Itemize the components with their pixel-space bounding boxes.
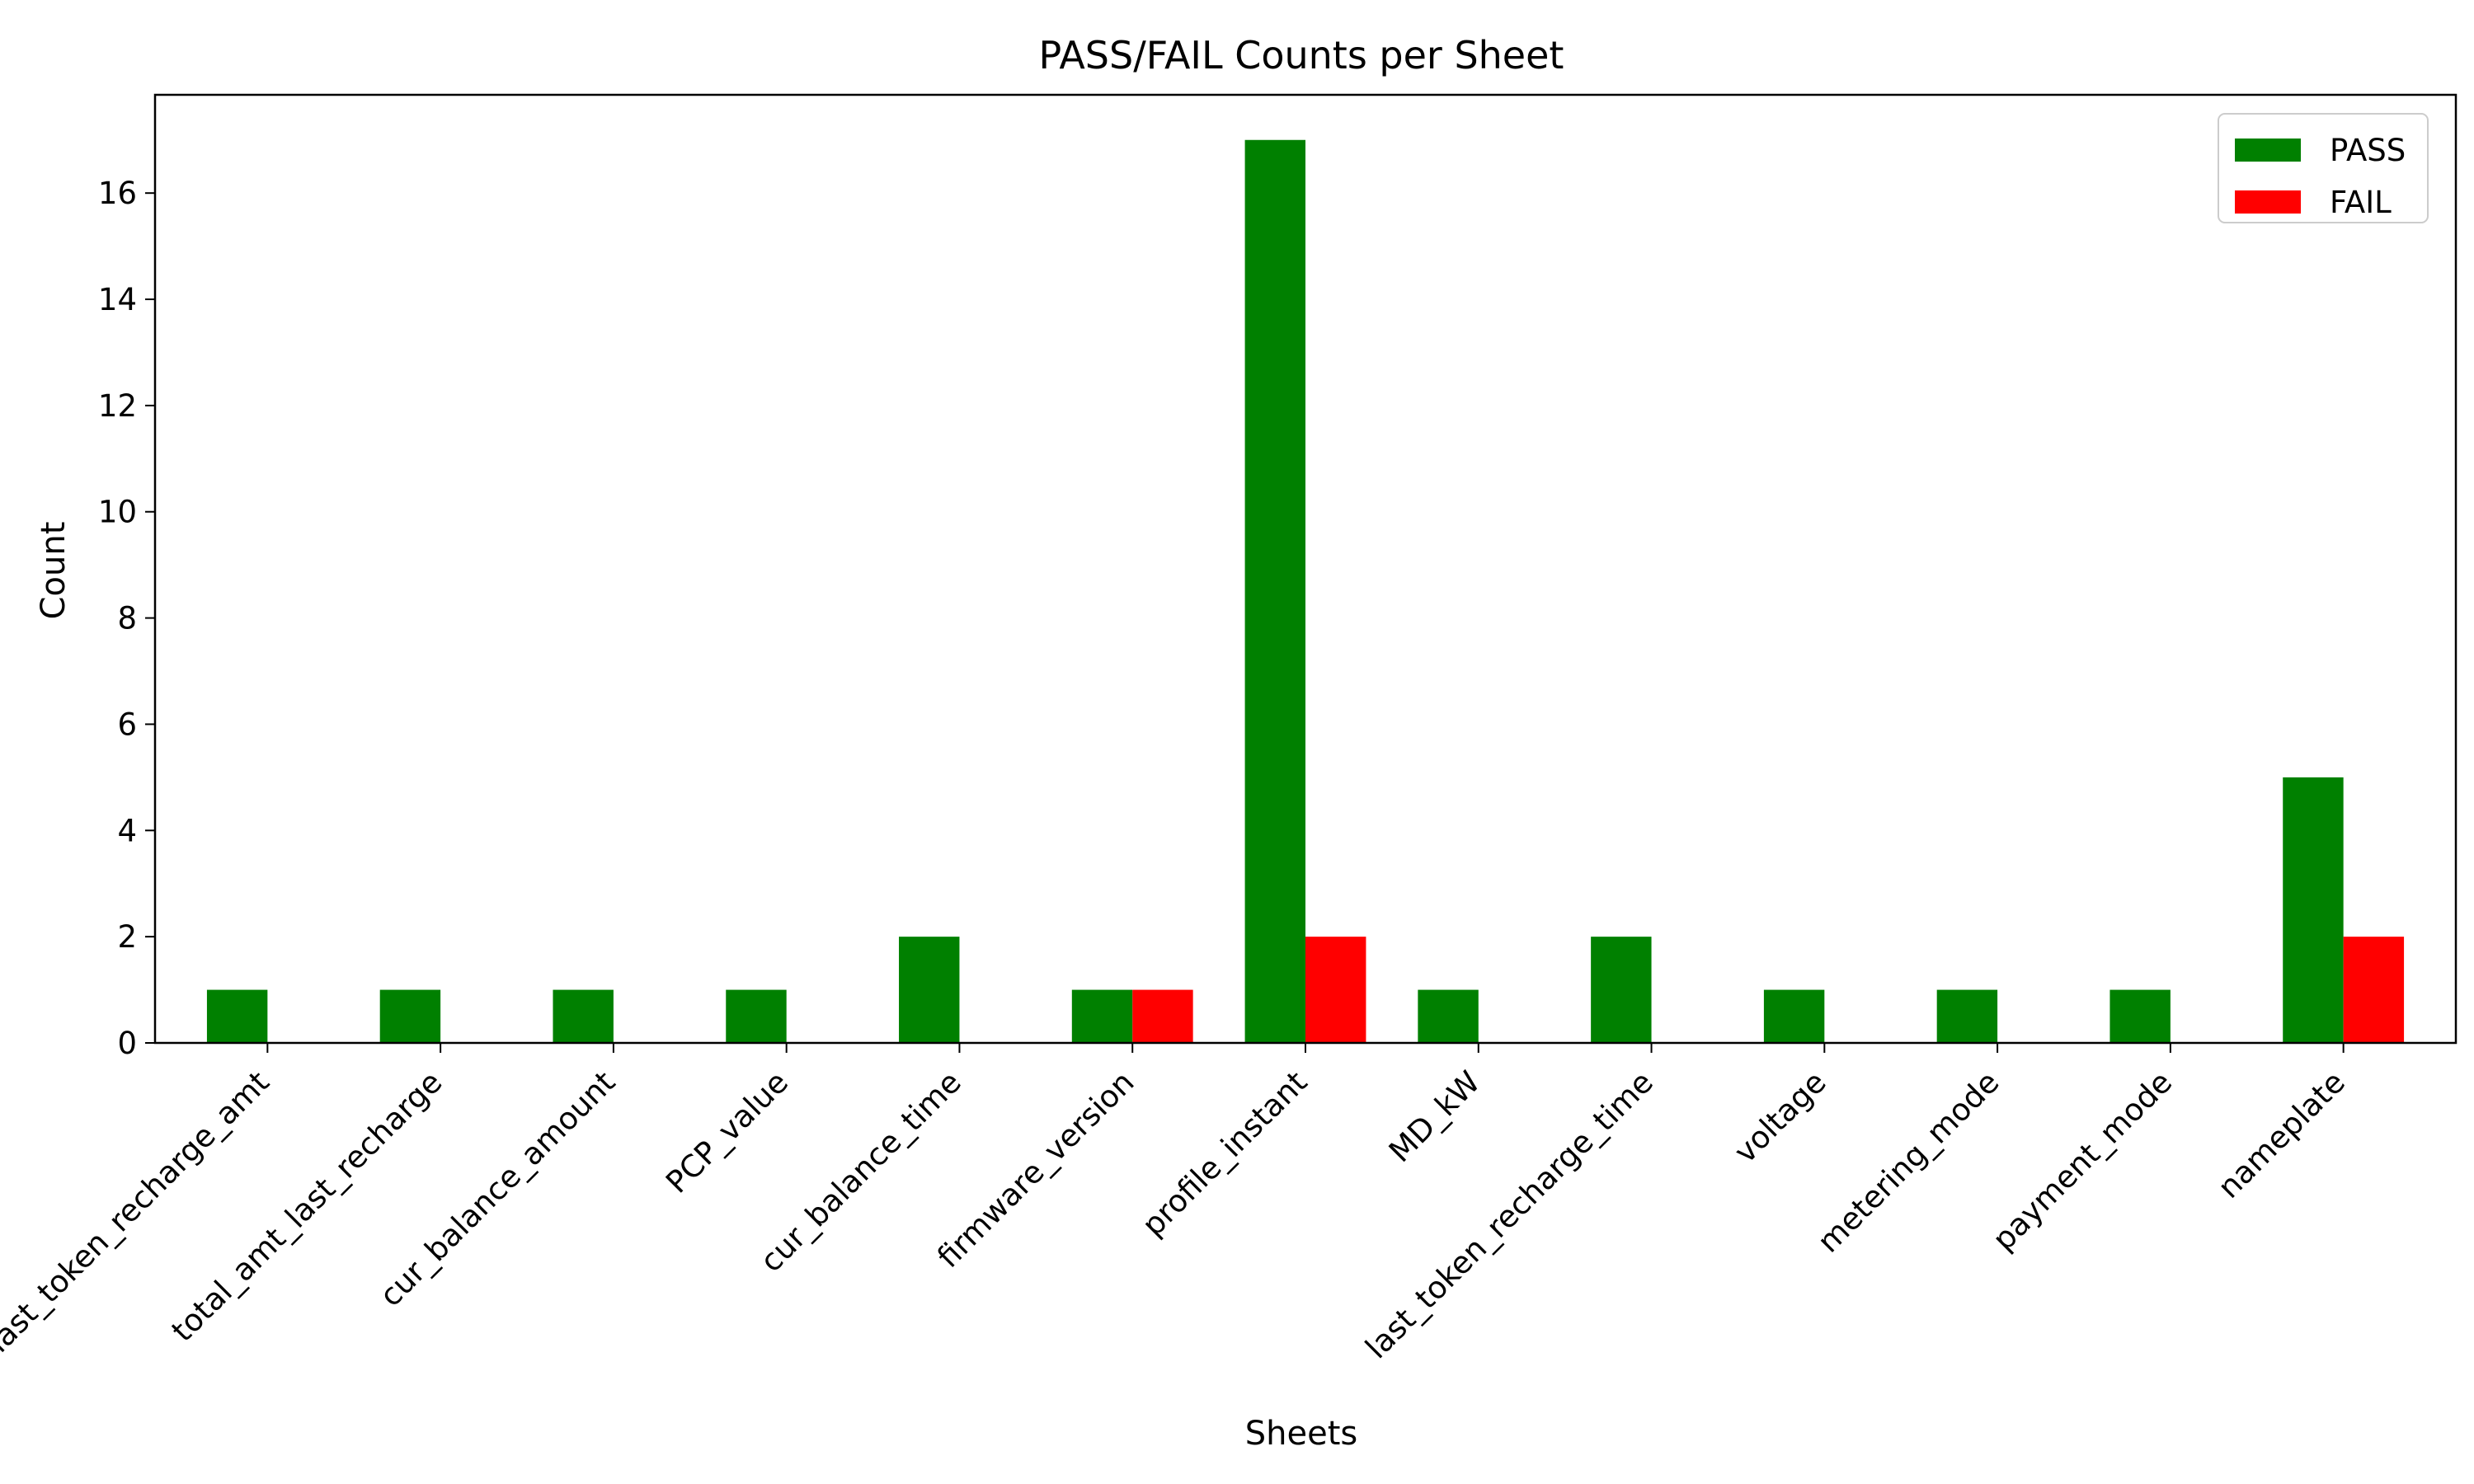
legend-label-pass: PASS bbox=[2330, 133, 2406, 168]
bar-pass-metering_mode bbox=[1936, 989, 1998, 1043]
y-tick-label: 14 bbox=[98, 282, 137, 317]
y-tick-label: 2 bbox=[117, 919, 137, 955]
y-axis: 0 2 4 6 8 10 12 14 16 bbox=[98, 176, 155, 1061]
bar-pass-voltage bbox=[1763, 989, 1825, 1043]
legend: PASS FAIL bbox=[2218, 113, 2429, 223]
bar-pass-MD_kW bbox=[1418, 989, 1479, 1043]
bar-pass-profile_instant bbox=[1244, 139, 1305, 1043]
y-tick-label: 6 bbox=[117, 707, 137, 742]
bar-fail-nameplate bbox=[2343, 937, 2405, 1043]
y-tick-label: 10 bbox=[98, 495, 137, 530]
bar-pass-firmware_version bbox=[1071, 989, 1133, 1043]
plot-area-frame bbox=[153, 93, 2458, 1045]
y-tick-label: 16 bbox=[98, 176, 137, 211]
bar-pass-cur_balance_amount bbox=[553, 989, 614, 1043]
y-tick-label: 8 bbox=[117, 601, 137, 636]
bar-fail-profile_instant bbox=[1305, 937, 1366, 1043]
bar-pass-last_token_recharge_amt bbox=[206, 989, 268, 1043]
bar-pass-cur_balance_time bbox=[899, 937, 960, 1043]
bar-pass-last_token_recharge_time bbox=[1591, 937, 1652, 1043]
bar-fail-firmware_version bbox=[1132, 989, 1193, 1043]
bar-pass-total_amt_last_recharge bbox=[379, 989, 441, 1043]
chart-title: PASS/FAIL Counts per Sheet bbox=[1039, 33, 1564, 77]
legend-swatch-fail bbox=[2235, 190, 2301, 214]
bar-pass-PCP_value bbox=[726, 989, 787, 1043]
bars-layer bbox=[206, 139, 2405, 1043]
bar-pass-nameplate bbox=[2283, 777, 2344, 1043]
y-tick-label: 4 bbox=[117, 813, 137, 848]
y-axis-label: Count bbox=[35, 522, 73, 620]
x-axis-label: Sheets bbox=[1245, 1415, 1357, 1453]
bar-pass-payment_mode bbox=[2109, 989, 2171, 1043]
legend-label-fail: FAIL bbox=[2330, 185, 2392, 220]
y-tick-label: 0 bbox=[117, 1026, 137, 1061]
legend-swatch-pass bbox=[2235, 139, 2301, 162]
y-tick-label: 12 bbox=[98, 388, 137, 424]
